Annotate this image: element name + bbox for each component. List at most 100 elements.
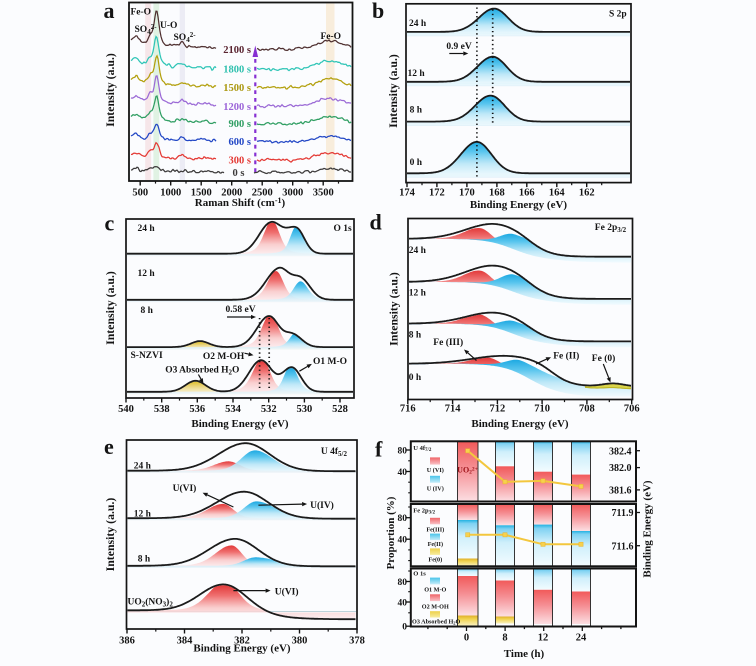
svg-text:O2 M-OH: O2 M-OH [203, 352, 245, 362]
svg-text:382.0: 382.0 [609, 463, 632, 474]
svg-text:536: 536 [189, 404, 205, 415]
svg-text:O2 M-OH: O2 M-OH [422, 603, 449, 610]
svg-text:O3 Absorbed H2O: O3 Absorbed H2O [165, 366, 239, 377]
svg-text:166: 166 [519, 187, 535, 198]
svg-text:O1 M-O: O1 M-O [424, 587, 446, 594]
svg-text:24 h: 24 h [409, 19, 427, 29]
svg-text:U 4f7/2: U 4f7/2 [413, 445, 432, 453]
svg-text:708: 708 [579, 404, 595, 415]
svg-text:530: 530 [297, 404, 313, 415]
svg-text:8 h: 8 h [138, 554, 151, 564]
svg-text:Binding Energy (eV): Binding Energy (eV) [193, 643, 291, 655]
svg-text:500: 500 [132, 188, 148, 199]
svg-text:170: 170 [459, 187, 475, 198]
svg-text:8 h: 8 h [410, 106, 423, 116]
svg-text:600 s: 600 s [229, 137, 251, 148]
svg-text:80: 80 [398, 446, 408, 456]
svg-text:174: 174 [399, 187, 416, 198]
svg-text:Fe (III): Fe (III) [433, 337, 463, 348]
svg-text:24 h: 24 h [138, 224, 156, 234]
svg-text:Fe(III): Fe(III) [426, 526, 444, 533]
svg-text:711.6: 711.6 [612, 541, 634, 552]
svg-text:162: 162 [579, 187, 595, 198]
svg-text:0.58 eV: 0.58 eV [226, 305, 256, 315]
svg-text:0 s: 0 s [233, 168, 245, 179]
svg-text:O1 M-O: O1 M-O [313, 357, 347, 367]
svg-text:Fe (II): Fe (II) [553, 351, 579, 362]
svg-text:40: 40 [398, 536, 408, 546]
svg-text:710: 710 [534, 404, 550, 415]
svg-text:Fe-O: Fe-O [321, 32, 342, 42]
svg-text:Intensity (a.u.): Intensity (a.u.) [103, 271, 117, 345]
svg-text:S-NZVI: S-NZVI [131, 351, 164, 361]
svg-text:40: 40 [398, 468, 408, 478]
svg-text:0 h: 0 h [410, 158, 423, 168]
svg-text:8 h: 8 h [409, 331, 422, 341]
svg-text:Fe 2p3/2: Fe 2p3/2 [595, 223, 627, 234]
svg-text:U-O: U-O [160, 21, 177, 31]
svg-text:382.4: 382.4 [609, 446, 632, 457]
svg-text:24: 24 [576, 633, 587, 644]
svg-text:Raman Shift (cm-1): Raman Shift (cm-1) [195, 196, 286, 209]
svg-text:0.9 eV: 0.9 eV [446, 42, 471, 52]
svg-text:382: 382 [234, 636, 250, 647]
svg-text:706: 706 [624, 404, 640, 415]
svg-text:2000: 2000 [221, 188, 242, 199]
svg-text:0: 0 [402, 623, 407, 633]
svg-text:384: 384 [177, 636, 194, 647]
svg-text:0 h: 0 h [409, 373, 422, 383]
svg-text:Binding Energy (eV): Binding Energy (eV) [470, 199, 568, 211]
svg-text:300 s: 300 s [229, 156, 251, 167]
svg-text:Fe(II): Fe(II) [428, 541, 443, 548]
svg-text:U(VI): U(VI) [275, 587, 299, 598]
svg-text:O 1s: O 1s [413, 570, 426, 577]
svg-text:24 h: 24 h [409, 246, 427, 256]
svg-text:2100 s: 2100 s [223, 45, 251, 56]
svg-text:168: 168 [489, 187, 505, 198]
svg-text:711.9: 711.9 [612, 508, 634, 519]
svg-text:900 s: 900 s [229, 119, 251, 130]
svg-text:UO2(NO3)2: UO2(NO3)2 [128, 597, 174, 609]
svg-text:24 h: 24 h [134, 461, 152, 471]
svg-text:381.6: 381.6 [609, 486, 632, 497]
svg-text:80: 80 [398, 578, 408, 588]
svg-text:540: 540 [118, 404, 134, 415]
svg-text:712: 712 [490, 404, 506, 415]
svg-text:12: 12 [538, 633, 549, 644]
svg-text:b: b [372, 0, 384, 23]
svg-text:12 h: 12 h [134, 509, 152, 519]
svg-text:Intensity (a.u.): Intensity (a.u.) [103, 53, 117, 127]
svg-text:538: 538 [154, 404, 170, 415]
svg-text:U (IV): U (IV) [427, 486, 444, 493]
svg-text:528: 528 [332, 404, 348, 415]
svg-text:2500: 2500 [252, 188, 273, 199]
svg-text:12 h: 12 h [408, 69, 426, 79]
svg-text:3000: 3000 [282, 188, 303, 199]
svg-text:714: 714 [445, 404, 462, 415]
svg-text:8 h: 8 h [141, 306, 154, 316]
svg-text:Fe-O: Fe-O [131, 8, 152, 18]
svg-text:1800 s: 1800 s [223, 65, 251, 76]
svg-text:Proportion (%): Proportion (%) [385, 496, 397, 569]
svg-text:Intensity (a.u.): Intensity (a.u.) [103, 498, 117, 572]
svg-text:164: 164 [549, 187, 566, 198]
svg-text:e: e [104, 434, 114, 459]
svg-text:O 1s: O 1s [334, 224, 353, 234]
svg-text:U 4f5/2: U 4f5/2 [321, 447, 348, 458]
svg-text:12 h: 12 h [409, 289, 427, 299]
svg-text:534: 534 [225, 404, 242, 415]
svg-text:1500 s: 1500 s [223, 83, 251, 94]
svg-text:f: f [375, 437, 383, 462]
svg-text:378: 378 [349, 636, 365, 647]
svg-text:1200 s: 1200 s [223, 102, 251, 113]
svg-text:O3 Absorbed H2O: O3 Absorbed H2O [412, 619, 461, 626]
svg-text:386: 386 [119, 636, 135, 647]
svg-text:Binding Energy (eV): Binding Energy (eV) [642, 480, 654, 578]
svg-text:Intensity (a.u.): Intensity (a.u.) [387, 272, 401, 346]
svg-text:Fe (0): Fe (0) [592, 353, 615, 364]
svg-text:1000: 1000 [160, 188, 181, 199]
svg-text:Intensity (a.u.): Intensity (a.u.) [386, 54, 400, 128]
svg-text:Time (h): Time (h) [504, 648, 545, 660]
svg-text:S 2p: S 2p [609, 10, 627, 20]
svg-text:Fe 2p3/2: Fe 2p3/2 [413, 508, 435, 516]
